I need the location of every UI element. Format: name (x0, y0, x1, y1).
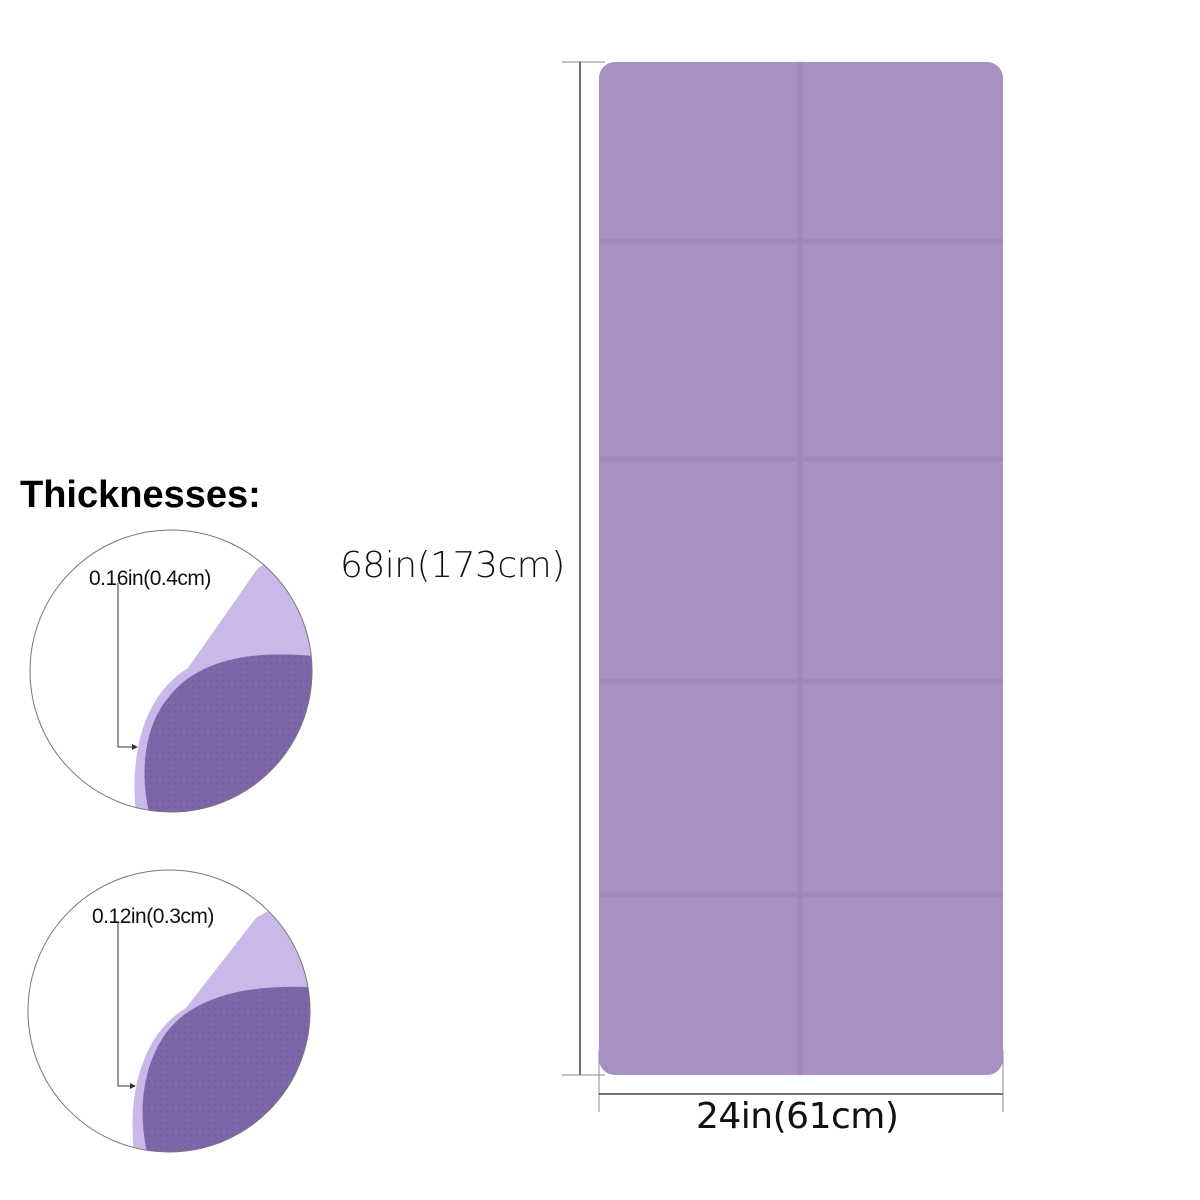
dimension-arrow (117, 923, 130, 1087)
thickness-detail-circle-2 (27, 869, 311, 1153)
thickness-detail-circle-1 (29, 529, 313, 813)
yoga-mat (599, 62, 1003, 1075)
length-label: 68in(173cm) (340, 545, 565, 586)
width-label: 24in(61cm) (696, 1096, 899, 1137)
thickness-label-2: 0.12in(0.3cm) (92, 905, 214, 928)
thicknesses-heading: Thicknesses: (20, 474, 261, 516)
dimension-arrow (117, 583, 132, 748)
thickness-label-1: 0.16in(0.4cm) (89, 567, 211, 590)
